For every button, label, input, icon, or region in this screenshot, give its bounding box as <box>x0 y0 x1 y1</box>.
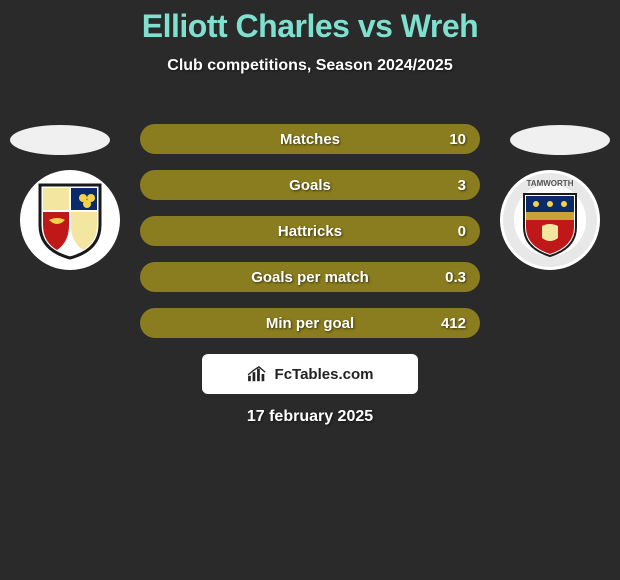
stat-label: Hattricks <box>278 223 342 240</box>
club-crest-left <box>20 170 120 270</box>
subtitle: Club competitions, Season 2024/2025 <box>0 57 620 75</box>
shield-icon <box>35 180 105 260</box>
svg-text:TAMWORTH: TAMWORTH <box>527 179 574 188</box>
club-crest-right: TAMWORTH <box>500 170 600 270</box>
stat-row: Goals 3 <box>140 170 480 200</box>
stat-row: Matches 10 <box>140 124 480 154</box>
stat-row: Goals per match 0.3 <box>140 262 480 292</box>
shield-icon: TAMWORTH <box>502 172 598 268</box>
stat-row: Hattricks 0 <box>140 216 480 246</box>
stat-value-right: 0 <box>458 223 466 240</box>
fctables-logo: FcTables.com <box>202 354 418 394</box>
stat-value-right: 3 <box>458 177 466 194</box>
stats-container: Matches 10 Goals 3 Hattricks 0 Goals per… <box>140 124 480 354</box>
stat-value-right: 412 <box>441 315 466 332</box>
page-title: Elliott Charles vs Wreh <box>0 0 620 45</box>
player-silhouette-left <box>10 125 110 155</box>
date-text: 17 february 2025 <box>0 408 620 426</box>
logo-text: FcTables.com <box>275 366 374 383</box>
stat-value-right: 10 <box>449 131 466 148</box>
player-silhouette-right <box>510 125 610 155</box>
stat-value-right: 0.3 <box>445 269 466 286</box>
stat-label: Goals per match <box>251 269 369 286</box>
bar-chart-icon <box>247 365 269 383</box>
stat-row: Min per goal 412 <box>140 308 480 338</box>
stat-label: Min per goal <box>266 315 354 332</box>
stat-label: Goals <box>289 177 331 194</box>
stat-label: Matches <box>280 131 340 148</box>
